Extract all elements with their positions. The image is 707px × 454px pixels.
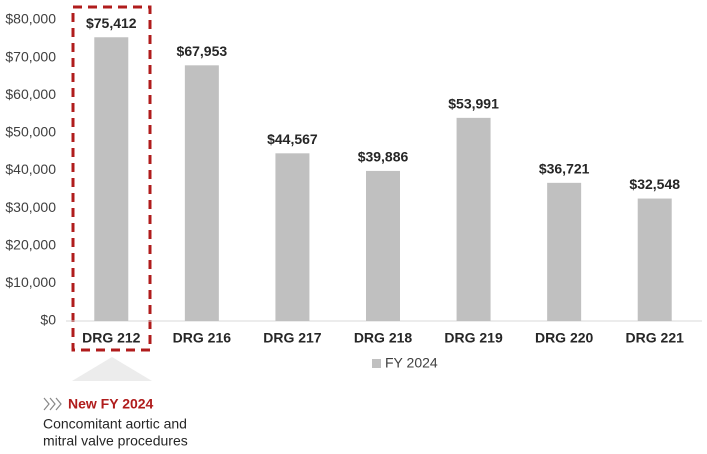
bar xyxy=(275,153,310,321)
annotation-line: mitral valve procedures xyxy=(43,433,188,449)
x-tick-label: DRG 221 xyxy=(626,330,685,346)
legend-label: FY 2024 xyxy=(385,355,438,371)
annotation-title: New FY 2024 xyxy=(68,396,154,412)
annotation-line: Concomitant aortic and xyxy=(43,416,187,432)
pointer xyxy=(72,357,152,381)
bar xyxy=(366,170,400,321)
x-tick-label: DRG 220 xyxy=(535,330,594,346)
value-label: $67,953 xyxy=(177,43,228,59)
y-tick-label: $60,000 xyxy=(5,86,56,102)
x-tick-label: DRG 212 xyxy=(82,330,141,346)
y-tick-label: $20,000 xyxy=(5,236,56,252)
value-label: $32,548 xyxy=(629,176,680,192)
value-label: $36,721 xyxy=(539,161,590,177)
bar xyxy=(547,182,582,321)
y-tick-label: $0 xyxy=(40,312,56,328)
y-tick-label: $40,000 xyxy=(5,161,56,177)
x-tick-label: DRG 216 xyxy=(173,330,232,346)
bar xyxy=(637,198,672,321)
x-tick-label: DRG 219 xyxy=(444,330,503,346)
bar xyxy=(94,37,129,321)
y-tick-label: $70,000 xyxy=(5,48,56,64)
value-label: $44,567 xyxy=(267,131,318,147)
bar xyxy=(184,65,219,321)
value-label: $75,412 xyxy=(86,15,137,31)
legend-swatch xyxy=(372,359,381,368)
value-label: $39,886 xyxy=(358,149,409,165)
value-label: $53,991 xyxy=(448,96,499,112)
y-tick-label: $80,000 xyxy=(5,11,56,27)
highlight-box xyxy=(71,5,152,352)
x-tick-label: DRG 218 xyxy=(354,330,413,346)
chevron-icon xyxy=(43,397,62,411)
bar xyxy=(456,117,491,322)
y-tick-label: $50,000 xyxy=(5,124,56,140)
x-tick-label: DRG 217 xyxy=(263,330,322,346)
y-tick-label: $10,000 xyxy=(5,274,56,290)
y-tick-label: $30,000 xyxy=(5,199,56,215)
